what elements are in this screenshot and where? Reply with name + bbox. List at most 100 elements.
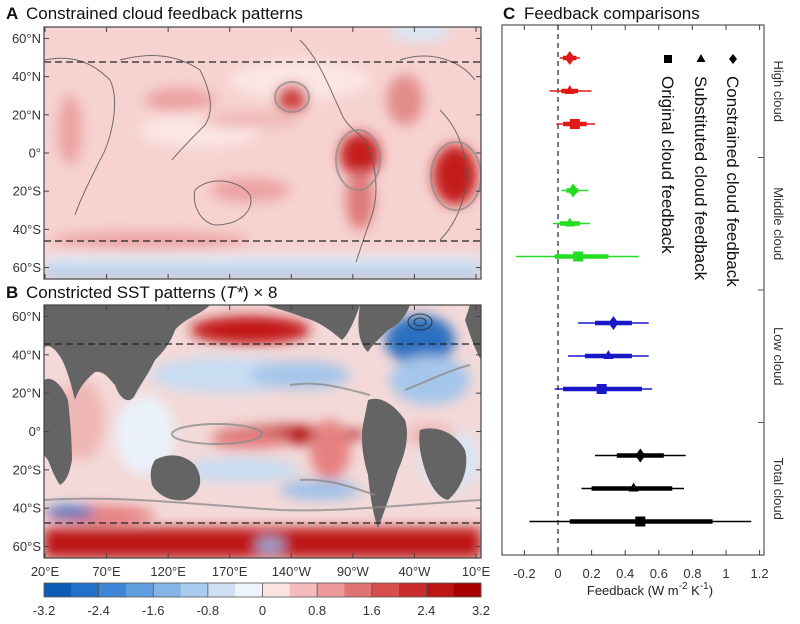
panel-a-map (44, 27, 481, 279)
marker-diamond (564, 51, 575, 65)
panel-c-axes: -0.2 0 0.2 0.4 0.6 0.8 1 1.2 High cloud Middle cl… (513, 25, 786, 581)
marker-diamond (568, 183, 579, 198)
map-x-axis: 20°E 70°E 120°E 170°E 140°W 90°W 40°W 10°E (31, 564, 491, 579)
panel-b-title: Constricted SST patterns (T*) × 8 (26, 283, 278, 302)
x-tick-label: -0.2 (513, 566, 535, 581)
colorbar-swatch (180, 583, 209, 597)
panel-c-title: Feedback comparisons (524, 4, 700, 23)
colorbar-tick-label: -3.2 (33, 603, 55, 618)
group-label: High cloud (771, 61, 786, 122)
colorbar-swatch (125, 583, 154, 597)
colorbar-tick-label: -1.6 (142, 603, 164, 618)
map-x-tick-label: 140°W (272, 564, 312, 579)
panel-b: B Constricted SST patterns (T*) × 8 (6, 283, 482, 559)
y-tick-label: 20°N (12, 107, 41, 122)
panel-b-letter: B (6, 283, 18, 302)
colorbar-swatch (98, 583, 127, 597)
map-x-tick-label: 120°E (150, 564, 186, 579)
y-tick-label: 60°S (13, 260, 42, 275)
colorbar: -3.2 -2.4 -1.6 -0.8 0 0.8 1.6 2.4 3.2 (33, 582, 490, 618)
colorbar-tick-label: -0.8 (197, 603, 219, 618)
colorbar-swatch (399, 583, 427, 597)
x-tick-label: 0.8 (683, 566, 701, 581)
xlabel-main: Feedback (W m (587, 583, 679, 598)
colorbar-tick-label: 0.8 (308, 603, 326, 618)
map-x-tick-label: 10°E (462, 564, 491, 579)
marker-square (635, 516, 646, 527)
group-label: Low cloud (771, 327, 786, 386)
panel-c-letter: C (503, 4, 515, 23)
y-tick-label: 0° (29, 424, 41, 439)
legend-marker-square (664, 55, 672, 63)
panel-b-title-suffix: ) × 8 (243, 283, 278, 302)
colorbar-swatch (453, 583, 482, 597)
y-tick-label: 60°N (12, 309, 41, 324)
colorbar-swatch (71, 583, 100, 597)
legend-label: Substituted cloud feedback (691, 76, 710, 281)
panel-c: C Feedback comparisons -0.2 0 0.2 0.4 0.6 0.8… (501, 4, 786, 598)
group-label: Total cloud (771, 458, 786, 520)
colorbar-swatch (262, 583, 291, 597)
x-tick-label: 1.2 (751, 566, 769, 581)
y-tick-label: 0° (29, 146, 41, 161)
colorbar-swatch (426, 583, 455, 597)
marker-diamond (608, 316, 619, 330)
y-tick-label: 20°S (13, 462, 42, 477)
panel-b-title-prefix: Constricted SST patterns ( (26, 283, 226, 302)
x-tick-label: 0 (554, 566, 561, 581)
panel-a-axes: 60°N 40°N 20°N 0° 20°S 40°S 60°S (12, 27, 481, 279)
legend-label: Original cloud feedback (658, 76, 677, 254)
colorbar-tick-label: 3.2 (472, 603, 490, 618)
marker-square (569, 119, 580, 129)
legend-marker-triangle (696, 54, 706, 62)
legend-label: Constrained cloud feedback (723, 76, 742, 287)
map-x-tick-label: 170°E (212, 564, 248, 579)
marker-square (596, 384, 607, 394)
map-x-tick-label: 40°W (398, 564, 431, 579)
xlabel-mid: K (688, 583, 701, 598)
panel-b-title-var: T* (226, 283, 244, 302)
marker-square (573, 251, 584, 262)
x-tick-label: 0.6 (650, 566, 668, 581)
y-tick-label: 40°N (12, 347, 41, 362)
colorbar-swatch (44, 583, 72, 597)
y-tick-label: 40°S (13, 501, 42, 516)
y-tick-label: 20°N (12, 386, 41, 401)
colorbar-tick-label: 2.4 (417, 603, 435, 618)
panel-c-legend: Constrained cloud feedback Substituted cl… (658, 54, 742, 287)
x-tick-label: 0.2 (583, 566, 601, 581)
x-tick-label: 0.4 (616, 566, 634, 581)
y-tick-label: 40°S (13, 222, 42, 237)
map-x-tick-label: 90°W (337, 564, 370, 579)
colorbar-swatch (207, 583, 236, 597)
panel-b-map (44, 305, 481, 558)
colorbar-swatch (344, 583, 373, 597)
map-x-tick-label: 70°E (92, 564, 121, 579)
marker-diamond (635, 448, 646, 463)
colorbar-swatch (289, 583, 318, 597)
panel-a-letter: A (6, 4, 18, 23)
group-label: Middle cloud (771, 187, 786, 260)
marker-triangle (564, 85, 575, 94)
y-tick-label: 40°N (12, 69, 41, 84)
map-x-tick-label: 20°E (31, 564, 60, 579)
y-tick-label: 60°N (12, 31, 41, 46)
colorbar-tick-label: 1.6 (363, 603, 381, 618)
panel-a-title: Constrained cloud feedback patterns (26, 4, 303, 23)
panel-b-axes: 60°N 40°N 20°N 0° 20°S 40°S 60°S (12, 305, 481, 558)
y-tick-label: 20°S (13, 184, 42, 199)
colorbar-swatch (153, 583, 182, 597)
colorbar-swatch (371, 583, 400, 597)
marker-triangle (564, 217, 575, 227)
legend-marker-diamond (729, 54, 737, 64)
y-tick-label: 60°S (13, 539, 42, 554)
marker-triangle (603, 350, 614, 359)
colorbar-swatch (235, 583, 263, 597)
colorbar-tick-label: 0 (259, 603, 266, 618)
panel-c-xlabel: Feedback (W m-2 K-1) (587, 581, 713, 598)
panel-c-frame (501, 24, 765, 556)
xlabel-end: ) (709, 583, 713, 598)
x-tick-label: 1 (722, 566, 729, 581)
xlabel-sup2: -1 (700, 581, 709, 592)
